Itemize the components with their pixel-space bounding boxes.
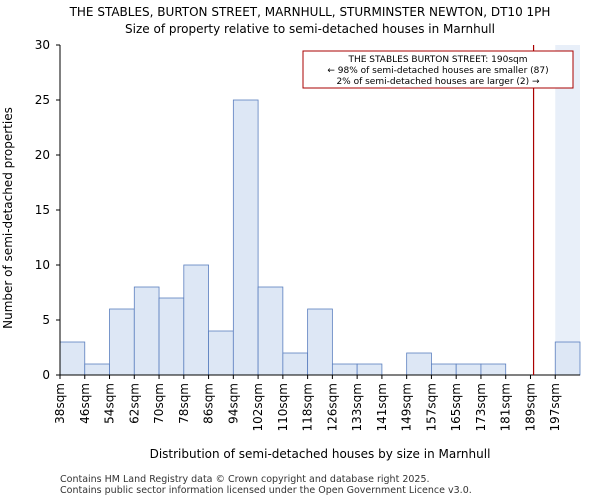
annotation-box — [302, 50, 574, 89]
x-tick-label: 62sqm — [127, 383, 141, 424]
annotation-line3: 2% of semi-detached houses are larger (2… — [336, 77, 540, 87]
bar-118sqm — [307, 308, 333, 376]
annotation-line2: ← 98% of semi-detached houses are smalle… — [327, 66, 548, 76]
x-tick-label: 181sqm — [499, 383, 513, 431]
chart-title: THE STABLES, BURTON STREET, MARNHULL, ST… — [69, 5, 551, 19]
bar-94sqm — [232, 99, 259, 376]
y-tick-label: 30 — [35, 38, 50, 52]
x-tick-label: 157sqm — [424, 383, 438, 431]
footer-licence: Contains public sector information licen… — [60, 485, 472, 496]
x-tick-label: 197sqm — [548, 383, 562, 431]
bar-133sqm — [356, 363, 383, 376]
bar-149sqm — [406, 352, 432, 376]
bar-102sqm — [257, 286, 284, 376]
x-tick-label: 118sqm — [301, 383, 315, 431]
bar-78sqm — [183, 264, 209, 376]
bar-86sqm — [208, 330, 234, 376]
bar-157sqm — [431, 363, 457, 376]
x-tick-label: 173sqm — [474, 383, 488, 431]
footer-copyright: Contains HM Land Registry data © Crown c… — [60, 474, 430, 485]
x-tick-label: 126sqm — [325, 383, 339, 431]
x-axis-label: Distribution of semi-detached houses by … — [150, 447, 491, 461]
subject-bin-highlight — [555, 45, 580, 375]
x-tick-label: 54sqm — [103, 383, 117, 424]
bar-62sqm — [133, 286, 160, 376]
bar-38sqm — [59, 341, 86, 376]
plot-area: 0 5 10 15 20 25 30 38sqm 46sqm 54sqm 62sqm 70sqm 78s… — [35, 38, 581, 431]
bar-126sqm — [331, 363, 358, 376]
x-tick-label: 133sqm — [350, 383, 364, 431]
y-tick-label: 25 — [35, 93, 50, 107]
bar-54sqm — [109, 308, 135, 376]
bar-165sqm — [455, 363, 482, 376]
x-tick-label: 110sqm — [276, 383, 290, 431]
y-tick-label: 15 — [35, 203, 50, 217]
x-tick-label: 86sqm — [202, 383, 216, 424]
x-tick-label: 38sqm — [53, 383, 67, 424]
x-tick-label: 70sqm — [152, 383, 166, 424]
x-tick-label: 94sqm — [226, 383, 240, 424]
bar-197sqm — [554, 341, 581, 376]
bar-46sqm — [84, 363, 110, 376]
y-axis-label: Number of semi-detached properties — [1, 107, 15, 329]
y-tick-label: 0 — [42, 368, 50, 382]
x-tick-label: 78sqm — [177, 383, 191, 424]
x-tick-label: 165sqm — [449, 383, 463, 431]
x-tick-label: 141sqm — [375, 383, 389, 431]
y-tick-label: 5 — [42, 313, 50, 327]
bar-110sqm — [282, 352, 309, 376]
x-tick-label: 102sqm — [251, 383, 265, 431]
bar-70sqm — [158, 297, 185, 376]
y-tick-label: 20 — [35, 148, 50, 162]
x-tick-label: 149sqm — [400, 383, 414, 431]
y-tick-label: 10 — [35, 258, 50, 272]
chart-subtitle: Size of property relative to semi-detach… — [125, 22, 495, 36]
bar-173sqm — [480, 363, 507, 376]
x-tick-label: 189sqm — [523, 383, 537, 431]
annotation-line1: THE STABLES BURTON STREET: 190sqm — [347, 55, 527, 65]
x-tick-label: 46sqm — [78, 383, 92, 424]
